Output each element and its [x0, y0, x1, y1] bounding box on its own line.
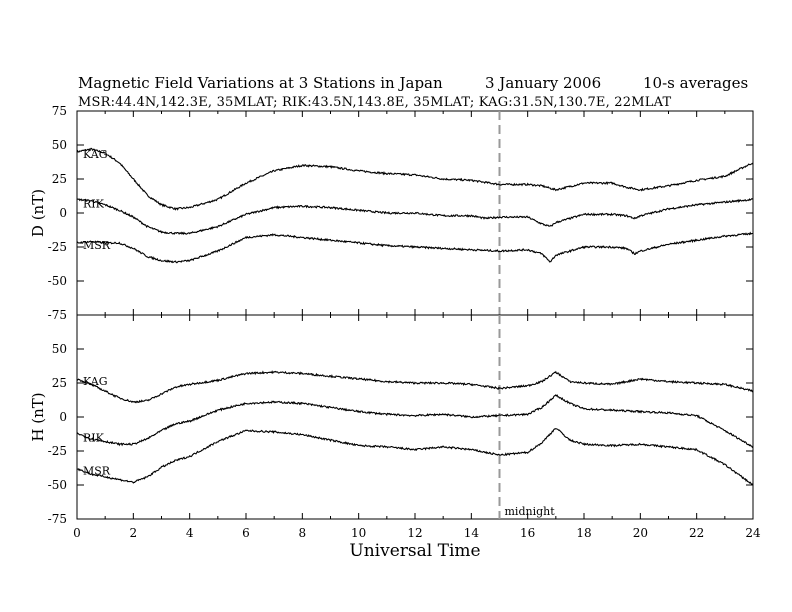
x-tick-label: 0 [73, 526, 81, 540]
y-tick-label: -50 [48, 478, 67, 492]
panel-top: -75 -50 -25 0 25 50 75 D (nT) KAG RIK MSR [29, 104, 754, 322]
x-tick-label: 2 [130, 526, 138, 540]
y-tick-label: -25 [48, 240, 67, 254]
y-tick-label: 25 [52, 376, 67, 390]
x-tick-label: 18 [576, 526, 591, 540]
panel-frame [76, 314, 754, 520]
series-msr-line [76, 231, 754, 264]
stations-line: MSR:44.4N,142.3E, 35MLAT; RIK:43.5N,143.… [78, 95, 672, 110]
series-rik-line [76, 394, 754, 449]
figure-title: Magnetic Field Variations at 3 Stations … [78, 74, 443, 92]
series-kag-line [76, 147, 754, 211]
series-msr-line [76, 427, 754, 486]
y-tick-label: 25 [52, 172, 67, 186]
series-rik-label: RIK [83, 197, 105, 210]
y-tick-label: -75 [48, 512, 67, 526]
midnight-label: midnight [505, 505, 556, 518]
y-axis-label: H (nT) [29, 392, 47, 441]
series-rik-label: RIK [83, 431, 105, 444]
series-msr-label: MSR [83, 239, 111, 252]
y-tick-label: 0 [59, 206, 67, 220]
y-tick-label: 75 [52, 104, 67, 118]
series-kag-label: KAG [83, 148, 108, 161]
figure-averaging: 10-s averages [643, 74, 749, 92]
series-kag-line [76, 370, 754, 404]
x-tick-label: 24 [745, 526, 761, 540]
x-tick-label: 20 [633, 526, 648, 540]
series-rik-line [76, 198, 754, 236]
y-tick-label: -75 [48, 308, 67, 322]
y-tick-label: -25 [48, 444, 67, 458]
x-tick-label: 14 [464, 526, 480, 540]
x-axis-label: Universal Time [349, 541, 480, 561]
figure-date: 3 January 2006 [485, 74, 602, 92]
series-kag-label: KAG [83, 375, 108, 388]
x-tick-label: 22 [689, 526, 704, 540]
y-tick-label: -50 [48, 274, 67, 288]
y-tick-label: 50 [52, 138, 67, 152]
x-tick-label: 16 [520, 526, 535, 540]
y-axis-label: D (nT) [29, 189, 47, 237]
series-msr-label: MSR [83, 465, 111, 478]
x-tick-label: 6 [242, 526, 250, 540]
x-tick-label: 8 [299, 526, 307, 540]
y-tick-label: 0 [59, 410, 67, 424]
y-tick-label: 50 [52, 342, 67, 356]
x-tick-label: 4 [186, 526, 194, 540]
x-tick-label: 10 [351, 526, 366, 540]
x-tick-label: 12 [407, 526, 422, 540]
